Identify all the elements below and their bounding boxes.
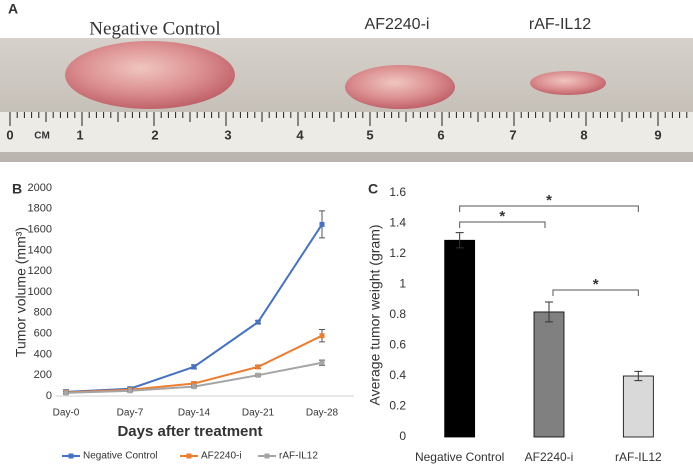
y-tick-label: 0 (399, 429, 406, 443)
ruler-label: CM (34, 131, 50, 142)
photo-caption: Negative Control (89, 18, 220, 39)
significance-label: * (546, 192, 552, 209)
marker (191, 381, 197, 387)
ruler-label: 9 (654, 127, 661, 142)
panel-label: B (12, 181, 22, 197)
marker (319, 333, 325, 339)
y-tick-label: 1000 (28, 286, 52, 298)
y-tick-label: 1200 (28, 265, 52, 277)
ruler-label: 4 (296, 127, 304, 142)
error-bar (634, 370, 643, 382)
marker (319, 360, 325, 366)
y-tick-label: 1.4 (389, 216, 406, 230)
marker (127, 388, 133, 394)
y-tick-label: 1.2 (389, 246, 406, 260)
y-tick-label: 1.6 (389, 185, 406, 199)
legend-label: Negative Control (83, 451, 157, 462)
y-axis-label: Tumor volume (mm³) (13, 227, 29, 357)
significance-label: * (593, 276, 599, 293)
y-tick-label: 600 (34, 328, 52, 340)
marker (255, 372, 261, 378)
legend-marker (264, 453, 270, 459)
photo-caption: rAF-IL12 (529, 16, 591, 33)
error-bar (545, 301, 553, 323)
significance-bracket (459, 221, 546, 228)
ruler-label: 8 (580, 127, 587, 142)
bar (444, 239, 476, 438)
significance-label: * (499, 208, 505, 225)
y-tick-label: 200 (34, 369, 52, 381)
legend-label: AF2240-i (201, 451, 242, 462)
ruler-label: 7 (509, 127, 516, 142)
marker (63, 390, 69, 396)
ruler-label: 6 (437, 127, 444, 142)
tumor (345, 65, 455, 109)
y-tick-label: 1600 (28, 224, 52, 236)
x-tick-label: Negative Control (415, 450, 504, 464)
marker (255, 319, 261, 325)
error-bar (455, 232, 464, 249)
ruler-label: 3 (224, 127, 231, 142)
panel-label: C (368, 181, 378, 197)
ruler-label: 2 (151, 127, 158, 142)
significance-bracket (459, 205, 639, 212)
legend-marker (186, 453, 192, 459)
y-tick-label: 0.8 (389, 307, 406, 321)
y-tick-label: 1 (399, 277, 406, 291)
x-tick-label: Day-0 (53, 408, 80, 419)
x-axis-label: Days after treatment (117, 423, 262, 440)
y-tick-label: 0.4 (389, 368, 406, 382)
significance-bracket (552, 289, 639, 296)
x-tick-label: Day-7 (117, 408, 144, 419)
y-tick-label: 800 (34, 307, 52, 319)
ruler-ticks (9, 112, 688, 126)
y-tick-label: 400 (34, 348, 52, 360)
ruler (0, 112, 693, 152)
y-tick-label: 0.6 (389, 338, 406, 352)
x-tick-label: Day-21 (242, 408, 275, 419)
tumor (530, 71, 606, 95)
y-axis-label: Average tumor weight (gram) (367, 224, 383, 405)
marker (255, 364, 261, 370)
tumor (65, 41, 235, 109)
bar (622, 375, 654, 438)
y-tick-label: 0 (46, 390, 52, 402)
photo-caption: AF2240-i (365, 16, 430, 33)
y-tick-label: 1400 (28, 244, 52, 256)
x-tick-label: Day-14 (178, 408, 211, 419)
ruler-label: 1 (76, 127, 83, 142)
marker (319, 221, 325, 227)
legend-marker (68, 453, 74, 459)
y-tick-label: 0.2 (389, 399, 406, 413)
ruler-label: 5 (366, 127, 373, 142)
ruler-label: 0 (6, 127, 13, 142)
photo (0, 38, 693, 162)
legend-label: rAF-IL12 (279, 451, 318, 462)
bar (533, 311, 565, 438)
marker (191, 384, 197, 390)
y-tick-label: 2000 (28, 182, 52, 194)
x-tick-label: AF2240-i (525, 450, 574, 464)
panel-label: A (8, 1, 18, 17)
x-tick-label: rAF-IL12 (615, 450, 662, 464)
y-tick-label: 1800 (28, 203, 52, 215)
x-tick-label: Day-28 (306, 408, 339, 419)
marker (191, 364, 197, 370)
